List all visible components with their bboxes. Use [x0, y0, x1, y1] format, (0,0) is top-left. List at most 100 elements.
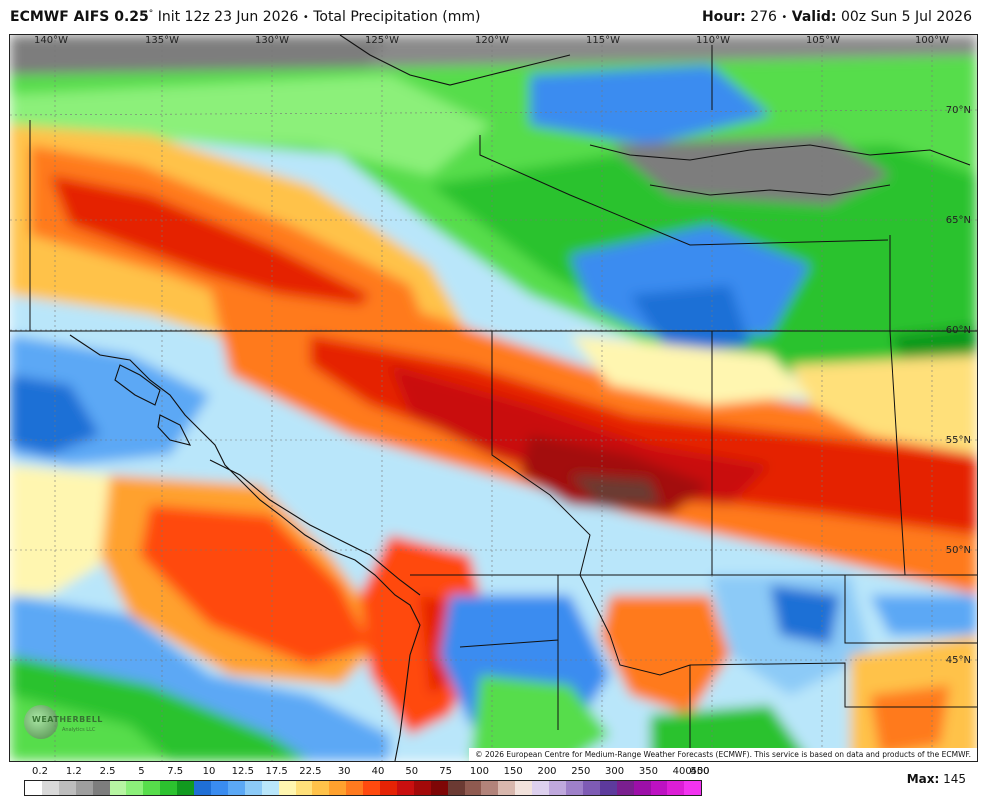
bullet-separator: • [302, 12, 309, 23]
legend-swatch [295, 781, 313, 795]
init-time: Init 12z 23 Jun 2026 [157, 9, 299, 25]
lon-label-110w: 110°W [696, 35, 730, 46]
legend-swatch [413, 781, 431, 795]
max-value: 145 [943, 772, 966, 786]
color-legend: 0.2 1.2 2.5 5 7.5 10 12.5 17.5 22.5 30 40 50 75 100 15… [24, 766, 710, 796]
precip-field [10, 35, 977, 761]
legend-swatch [126, 781, 144, 795]
legend-tick-label: 250 [571, 766, 591, 777]
max-value-readout: Max: 145 [907, 772, 966, 786]
legend-swatch [481, 781, 499, 795]
lon-label-140w: 140°W [34, 35, 68, 46]
legend-swatch [92, 781, 110, 795]
valid-label: Valid: [791, 9, 837, 25]
legend-tick-label: 500 [690, 766, 710, 777]
legend-swatch [261, 781, 279, 795]
legend-swatch [498, 781, 516, 795]
legend-swatch [227, 781, 245, 795]
graticule [10, 35, 977, 761]
legend-tick-label: 5 [138, 766, 145, 777]
legend-tick-label: 17.5 [265, 766, 288, 777]
coastline [69, 35, 971, 761]
legend-swatch [41, 781, 59, 795]
legend-swatch [616, 781, 634, 795]
legend-swatch [650, 781, 668, 795]
legend-swatch [278, 781, 296, 795]
legend-swatch [194, 781, 211, 795]
map-canvas [10, 35, 977, 761]
legend-swatch [447, 781, 465, 795]
legend-swatch [244, 781, 262, 795]
legend-tick-label: 300 [605, 766, 625, 777]
legend-tick-label: 22.5 [299, 766, 322, 777]
legend-swatch [346, 781, 364, 795]
legend-swatch [633, 781, 651, 795]
weatherbell-logo: WEATHERBELL Analytics LLC [18, 701, 102, 745]
legend-swatch [515, 781, 533, 795]
valid-value: 00z Sun 5 Jul 2026 [840, 9, 972, 25]
legend-tick-label: 350 [638, 766, 658, 777]
precipitation-map[interactable]: 140°W 135°W 130°W 125°W 120°W 115°W 110°… [9, 34, 978, 762]
logo-text: WEATHERBELL [32, 715, 103, 724]
lon-label-135w: 135°W [145, 35, 179, 46]
logo-disc [24, 705, 58, 739]
legend-swatch [430, 781, 448, 795]
legend-tick-label: 100 [469, 766, 489, 777]
legend-colorbar [24, 780, 702, 796]
lat-label-45n: 45°N [945, 655, 971, 666]
legend-swatch [380, 781, 397, 795]
model-name: ECMWF AIFS 0.25 [10, 9, 149, 25]
lat-label-65n: 65°N [945, 215, 971, 226]
legend-tick-label: 7.5 [167, 766, 184, 777]
field-name: Total Precipitation (mm) [313, 9, 481, 25]
legend-tick-label: 150 [503, 766, 523, 777]
legend-swatch [464, 781, 482, 795]
lon-label-105w: 105°W [806, 35, 840, 46]
lon-label-130w: 130°W [255, 35, 289, 46]
legend-swatch [532, 781, 550, 795]
legend-swatch [684, 781, 702, 795]
lat-label-50n: 50°N [945, 545, 971, 556]
legend-swatch [75, 781, 93, 795]
legend-tick-label: 0.2 [32, 766, 48, 777]
legend-swatch [58, 781, 76, 795]
legend-swatch [549, 781, 566, 795]
legend-ticks: 0.2 1.2 2.5 5 7.5 10 12.5 17.5 22.5 30 40 50 75 100 15… [24, 766, 710, 779]
legend-tick-label: 450 [690, 766, 710, 777]
legend-swatch [396, 781, 414, 795]
legend-tick-label: 30 [337, 766, 351, 777]
legend-swatch [210, 781, 228, 795]
legend-tick-label: 10 [202, 766, 216, 777]
legend-tick-label: 2.5 [99, 766, 116, 777]
legend-tick-label: 40 [371, 766, 385, 777]
copyright-notice: © 2026 European Centre for Medium-Range … [469, 748, 977, 761]
valid-info: Hour: 276 • Valid: 00z Sun 5 Jul 2026 [702, 9, 972, 25]
legend-swatch [109, 781, 127, 795]
legend-tick-label: 200 [537, 766, 557, 777]
legend-swatch [312, 781, 330, 795]
max-label: Max: [906, 772, 940, 786]
legend-swatch [160, 781, 178, 795]
legend-swatch [25, 781, 42, 795]
lon-label-100w: 100°W [915, 35, 949, 46]
legend-tick-label: 75 [439, 766, 452, 777]
legend-tick-label: 1.2 [65, 766, 82, 777]
lat-label-70n: 70°N [945, 105, 971, 116]
legend-swatch [329, 781, 347, 795]
map-title: ECMWF AIFS 0.25° Init 12z 23 Jun 2026 • … [10, 9, 481, 25]
legend-swatch [143, 781, 161, 795]
lat-label-55n: 55°N [945, 435, 971, 446]
boundaries [10, 45, 977, 761]
legend-tick-label: 400 [672, 766, 692, 777]
legend-swatch [566, 781, 583, 795]
degree-mark: ° [148, 9, 154, 19]
legend-tick-label: 12.5 [231, 766, 254, 777]
lon-label-120w: 120°W [475, 35, 509, 46]
lon-label-125w: 125°W [365, 35, 399, 46]
header-bar: ECMWF AIFS 0.25° Init 12z 23 Jun 2026 • … [0, 0, 984, 34]
legend-swatch [599, 781, 617, 795]
legend-swatch [667, 781, 685, 795]
bullet-separator-2: • [781, 12, 788, 23]
hour-value: 276 [750, 9, 777, 25]
lon-label-115w: 115°W [586, 35, 620, 46]
